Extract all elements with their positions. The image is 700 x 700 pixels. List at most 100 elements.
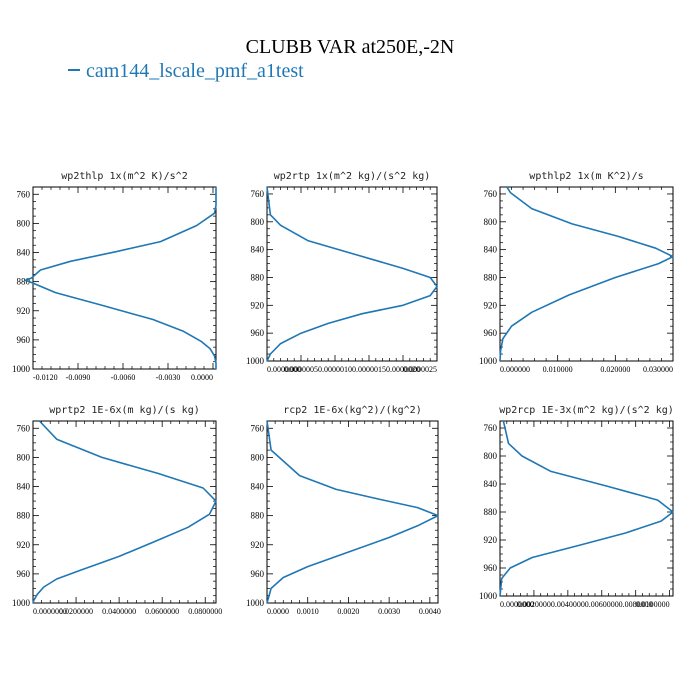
- y-tick-label: 920: [484, 535, 498, 545]
- y-tick-label: 800: [17, 218, 31, 228]
- x-tick-label: 0.0010: [297, 607, 319, 616]
- series-line: [32, 420, 217, 604]
- x-tick-label: 0.0000000: [500, 600, 534, 609]
- y-tick-label: 920: [17, 540, 31, 550]
- x-tick-label: 0.0600000: [145, 607, 179, 616]
- x-tick-label: 0.0800000: [188, 607, 222, 616]
- y-tick-label: 800: [484, 451, 498, 461]
- y-tick-label: 800: [17, 452, 31, 462]
- y-tick-label: 1000: [246, 598, 265, 608]
- y-tick-label: 840: [251, 245, 265, 255]
- panel-6: wp2rcp 1E-3x(m^2 kg)/(s^2 kg)760 800 840 88…: [479, 405, 674, 609]
- x-tick-label: -0.0090: [66, 373, 91, 382]
- y-tick-label: 960: [251, 569, 265, 579]
- y-tick-label: 1000: [479, 591, 498, 601]
- y-tick-label: 760: [251, 423, 265, 433]
- plot-frame: [499, 186, 674, 362]
- series-line: [499, 186, 674, 362]
- series-line: [266, 186, 438, 362]
- x-tick-label: 0.0040: [419, 607, 441, 616]
- panel-1: wp2thlp 1x(m^2 K)/s^2 760 800 840 880 920 960 1…: [12, 171, 217, 382]
- y-tick-label: 1000: [12, 598, 31, 608]
- x-tick-label: 0.0000025: [403, 365, 437, 374]
- y-tick-label: 1000: [246, 356, 265, 366]
- y-tick-label: 920: [17, 306, 31, 316]
- y-tick-label: 960: [484, 563, 498, 573]
- y-tick-label: 1000: [12, 364, 31, 374]
- x-tick-label: 0.020000: [600, 365, 630, 374]
- y-tick-label: 880: [17, 277, 31, 287]
- series-line: [266, 420, 439, 604]
- y-tick-label: 880: [484, 272, 498, 282]
- x-tick-label: 0.000000: [500, 365, 530, 374]
- plot-frame: [499, 420, 674, 597]
- y-tick-label: 880: [251, 511, 265, 521]
- page-title: CLUBB VAR at250E,-2N: [245, 36, 455, 58]
- y-tick-label: 960: [17, 335, 31, 345]
- panel-title: wpthlp2 1x(m K^2)/s: [529, 171, 643, 182]
- x-tick-label: 0.0040000: [551, 600, 585, 609]
- legend: cam144_lscale_pmf_a1test: [68, 60, 304, 83]
- x-tick-label: 0.010000: [543, 365, 573, 374]
- series-line: [24, 187, 217, 369]
- legend-label: cam144_lscale_pmf_a1test: [86, 60, 304, 82]
- panel-4: wprtp2 1E-6x(m kg)/(s kg) 760 800 840 880 920…: [12, 405, 222, 616]
- x-tick-label: 0.0020: [337, 607, 359, 616]
- x-tick-label: 0.0000: [267, 607, 289, 616]
- x-tick-label: -0.0060: [111, 373, 136, 382]
- plot-frame: [266, 420, 439, 604]
- y-tick-label: 920: [251, 540, 265, 550]
- y-tick-label: 840: [17, 482, 31, 492]
- plot-frame: [32, 420, 217, 604]
- y-tick-label: 960: [251, 328, 265, 338]
- panel-title: wp2rtp 1x(m^2 kg)/(s^2 kg): [274, 171, 431, 182]
- y-tick-label: 1000: [479, 356, 498, 366]
- legend-line-icon: [68, 69, 80, 72]
- x-tick-label: -0.0030: [156, 373, 181, 382]
- panel-title: wp2thlp 1x(m^2 K)/s^2: [61, 171, 187, 182]
- panel-title: wp2rcp 1E-3x(m^2 kg)/(s^2 kg): [499, 405, 674, 416]
- x-tick-label: 0.0000020: [386, 365, 420, 374]
- plot-frame: [266, 186, 438, 362]
- y-tick-label: 800: [251, 452, 265, 462]
- series-line: [499, 420, 674, 597]
- x-tick-label: 0.0200000: [59, 607, 93, 616]
- plot-frame: [32, 186, 217, 370]
- x-tick-label: 0.030000: [643, 365, 673, 374]
- panel-2: wp2rtp 1x(m^2 kg)/(s^2 kg) 760 800 840 880 92…: [246, 171, 438, 374]
- x-tick-label: 0.0020000: [517, 600, 551, 609]
- y-tick-label: 880: [251, 272, 265, 282]
- x-tick-label: 0.0030: [378, 607, 400, 616]
- y-tick-label: 960: [17, 569, 31, 579]
- y-tick-label: 760: [17, 189, 31, 199]
- x-tick-label: 0.0060000: [585, 600, 619, 609]
- y-tick-label: 880: [484, 507, 498, 517]
- y-tick-label: 760: [484, 189, 498, 199]
- y-tick-label: 760: [484, 423, 498, 433]
- x-tick-label: 0.0000000: [33, 607, 67, 616]
- y-tick-label: 800: [251, 217, 265, 227]
- y-tick-label: 840: [484, 479, 498, 489]
- y-tick-label: 760: [251, 189, 265, 199]
- y-tick-label: 840: [484, 245, 498, 255]
- panel-3: wpthlp2 1x(m K^2)/s 760 800 840 880 920 960 100…: [479, 171, 674, 374]
- panel-5: rcp2 1E-6x(kg^2)/(kg^2) 760 800 840 880 920 96…: [246, 405, 441, 616]
- y-tick-label: 760: [17, 423, 31, 433]
- x-tick-label: 0.0000: [191, 373, 213, 382]
- y-tick-label: 920: [484, 300, 498, 310]
- y-tick-label: 840: [17, 248, 31, 258]
- y-tick-label: 800: [484, 217, 498, 227]
- panel-title: rcp2 1E-6x(kg^2)/(kg^2): [283, 405, 421, 416]
- x-tick-label: 0.0000000: [267, 365, 301, 374]
- y-tick-label: 920: [251, 300, 265, 310]
- x-tick-label: -0.0120: [33, 373, 58, 382]
- x-tick-label: 0.0000010: [318, 365, 352, 374]
- y-tick-label: 960: [484, 328, 498, 338]
- x-tick-label: 0.0400000: [102, 607, 136, 616]
- y-tick-label: 840: [251, 482, 265, 492]
- x-tick-label: 0.0080000: [619, 600, 653, 609]
- x-tick-label: 0.0000015: [352, 365, 386, 374]
- panel-title: wprtp2 1E-6x(m kg)/(s kg): [49, 405, 200, 416]
